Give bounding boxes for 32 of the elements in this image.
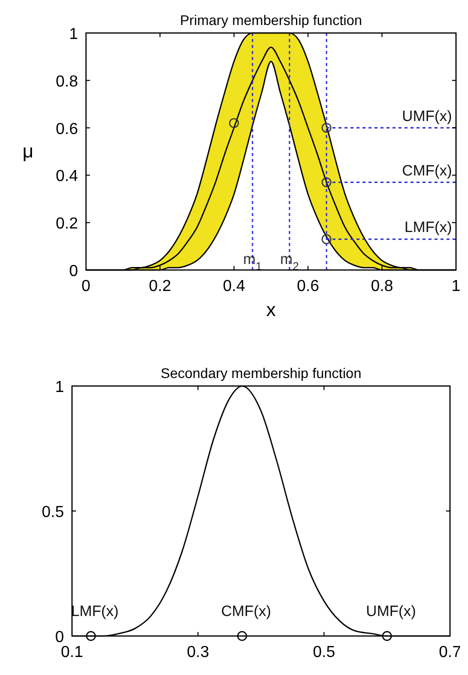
x-tick-label: 0.5 [312,644,336,661]
y-tick-label: 0 [69,263,78,280]
y-tick-label: 0.8 [56,73,78,90]
point [322,122,332,133]
point [322,234,332,244]
point [229,118,239,128]
x-tick-label: 0 [82,278,91,295]
y-tick-label: 1 [55,379,64,396]
y-tick-label: 1 [69,26,78,43]
x-tick-label: 0.4 [222,278,246,295]
ref-line-label: CMF(x) [402,162,452,180]
y-tick-label: 0.6 [56,120,78,138]
y-tick-label: 0 [55,629,64,646]
chart-title: Primary membership function [180,12,362,28]
x-tick-label: 0.3 [186,644,210,661]
x-tick-label: 1 [452,278,461,295]
chart-title: Secondary membership function [160,365,362,381]
y-tick-label: 0.2 [56,216,78,233]
y-axis-title: μ [22,142,34,162]
y-tick-label: 0.4 [56,168,78,186]
ref-line-label: UMF(x) [402,108,452,125]
annotation: CMF(x) [221,603,272,620]
x-tick-label: 0.8 [370,278,394,295]
x-tick-label: 0.2 [148,278,172,295]
ref-line-label: LMF(x) [404,219,452,236]
y-tick-label: 0.5 [42,504,64,521]
x-tick-label: 0.6 [296,278,320,295]
x-axis-title: x [266,300,276,321]
x-tick-label: 0.7 [438,644,462,661]
x-tick-label: 0.1 [60,644,84,661]
annotation: UMF(x) [366,603,416,620]
point [322,177,332,188]
